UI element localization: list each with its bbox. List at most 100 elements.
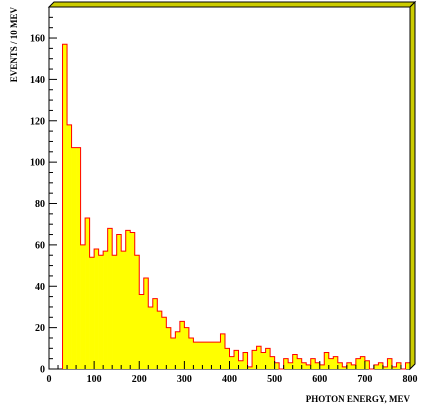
histogram-bin — [319, 364, 325, 369]
histogram-bin — [98, 255, 104, 369]
y-tick-label: 100 — [30, 158, 45, 169]
y-tick-label: 80 — [35, 199, 45, 210]
y-tick-label: 160 — [30, 34, 45, 45]
histogram-bin — [143, 277, 149, 369]
x-tick-label: 700 — [357, 374, 372, 385]
histogram-bin — [85, 217, 90, 369]
histogram-bin — [134, 255, 140, 369]
histogram-bin — [166, 327, 172, 369]
histogram-bin — [197, 342, 203, 369]
x-tick-label: 400 — [222, 374, 237, 385]
frame-shadow-right — [409, 0, 416, 371]
histogram-bin — [224, 348, 230, 369]
x-tick-label: 500 — [267, 374, 282, 385]
histogram-bin — [283, 358, 289, 369]
histogram-bin — [161, 317, 167, 369]
histogram-bin — [333, 356, 339, 369]
y-tick-label: 20 — [35, 323, 45, 334]
x-tick-label: 100 — [87, 374, 102, 385]
histogram-bin — [301, 362, 307, 369]
histogram-bin — [80, 244, 86, 369]
histogram-bin — [71, 147, 77, 369]
histogram-bin — [247, 366, 253, 369]
histogram-bin — [215, 342, 221, 369]
histogram-bin — [67, 124, 72, 369]
x-tick-label: 800 — [403, 374, 418, 385]
histogram-bin — [243, 352, 248, 369]
histogram-bin — [179, 321, 185, 369]
histogram-bin — [206, 342, 212, 369]
histogram-bin — [346, 362, 352, 369]
x-axis-title: PHOTON ENERGY, MEV — [306, 394, 411, 404]
histogram-bin — [342, 366, 348, 369]
histogram-outline — [62, 43, 411, 370]
histogram-bin — [76, 147, 81, 369]
histogram-bin — [193, 342, 199, 369]
y-tick-label: 0 — [40, 365, 45, 376]
histogram-bin — [152, 298, 158, 369]
histogram-bin — [355, 358, 361, 369]
histogram-bin — [396, 362, 402, 369]
histogram-bin — [274, 362, 280, 369]
histogram-bin — [103, 251, 108, 369]
y-tick-label: 140 — [30, 75, 45, 86]
histogram-bin — [324, 352, 330, 369]
histogram-bin — [202, 342, 208, 369]
histogram-bin — [252, 350, 257, 369]
y-axis-title: EVENTS / 10 MEV — [9, 7, 19, 83]
histogram-bin — [234, 350, 239, 369]
histogram-bin — [391, 366, 397, 369]
histogram-bin — [62, 44, 68, 370]
y-axis-ticks: 0 20 40 60 80 100 120 140 160 — [30, 6, 57, 376]
histogram-bin — [256, 346, 262, 369]
histogram-bin — [139, 294, 145, 369]
histogram-bin — [112, 255, 117, 369]
histogram-bin — [270, 356, 275, 369]
histogram-bin — [89, 257, 95, 369]
histogram-bin — [121, 251, 127, 369]
x-tick-label: 0 — [47, 374, 52, 385]
x-axis-ticks: 0 100 200 300 400 500 600 700 800 — [47, 361, 418, 385]
histogram-bin — [265, 348, 271, 369]
histogram-bin — [125, 230, 131, 369]
y-tick-label: 120 — [30, 116, 45, 127]
histogram-bin — [387, 358, 393, 369]
histogram-bin — [184, 327, 190, 369]
histogram-bin — [373, 364, 379, 369]
histogram-bin — [306, 364, 312, 369]
histogram-bin — [364, 360, 370, 369]
histogram-bin — [297, 358, 302, 369]
histogram-bin — [188, 337, 194, 369]
histogram-bin — [292, 354, 298, 369]
histogram-bin — [107, 228, 113, 369]
histogram-bins — [62, 44, 411, 370]
histogram-bin — [288, 362, 293, 369]
histogram-bin — [211, 342, 217, 369]
histogram-bin — [116, 234, 122, 369]
histogram-bin — [328, 358, 334, 369]
histogram-bin — [351, 364, 357, 369]
histogram-bin — [157, 311, 163, 369]
histogram-bin — [175, 331, 181, 369]
histogram-bin — [261, 352, 266, 369]
histogram-bin — [170, 337, 176, 369]
y-tick-label: 40 — [35, 282, 45, 293]
histogram-bin — [148, 306, 154, 369]
histogram-bin — [405, 362, 411, 369]
histogram-bin — [382, 366, 388, 369]
histogram-bin — [94, 249, 99, 369]
frame-shadow-top — [47, 1, 417, 8]
x-tick-label: 300 — [177, 374, 192, 385]
histogram-bin — [360, 356, 366, 369]
histogram-bin — [378, 362, 384, 369]
histogram-bin — [229, 356, 235, 369]
x-tick-label: 600 — [312, 374, 327, 385]
histogram-bin — [337, 362, 343, 369]
histogram-bin — [220, 333, 226, 369]
histogram-bin — [310, 358, 316, 369]
histogram-bin — [238, 360, 244, 369]
x-tick-label: 200 — [132, 374, 147, 385]
histogram-bin — [130, 232, 136, 369]
y-tick-label: 60 — [35, 240, 45, 251]
